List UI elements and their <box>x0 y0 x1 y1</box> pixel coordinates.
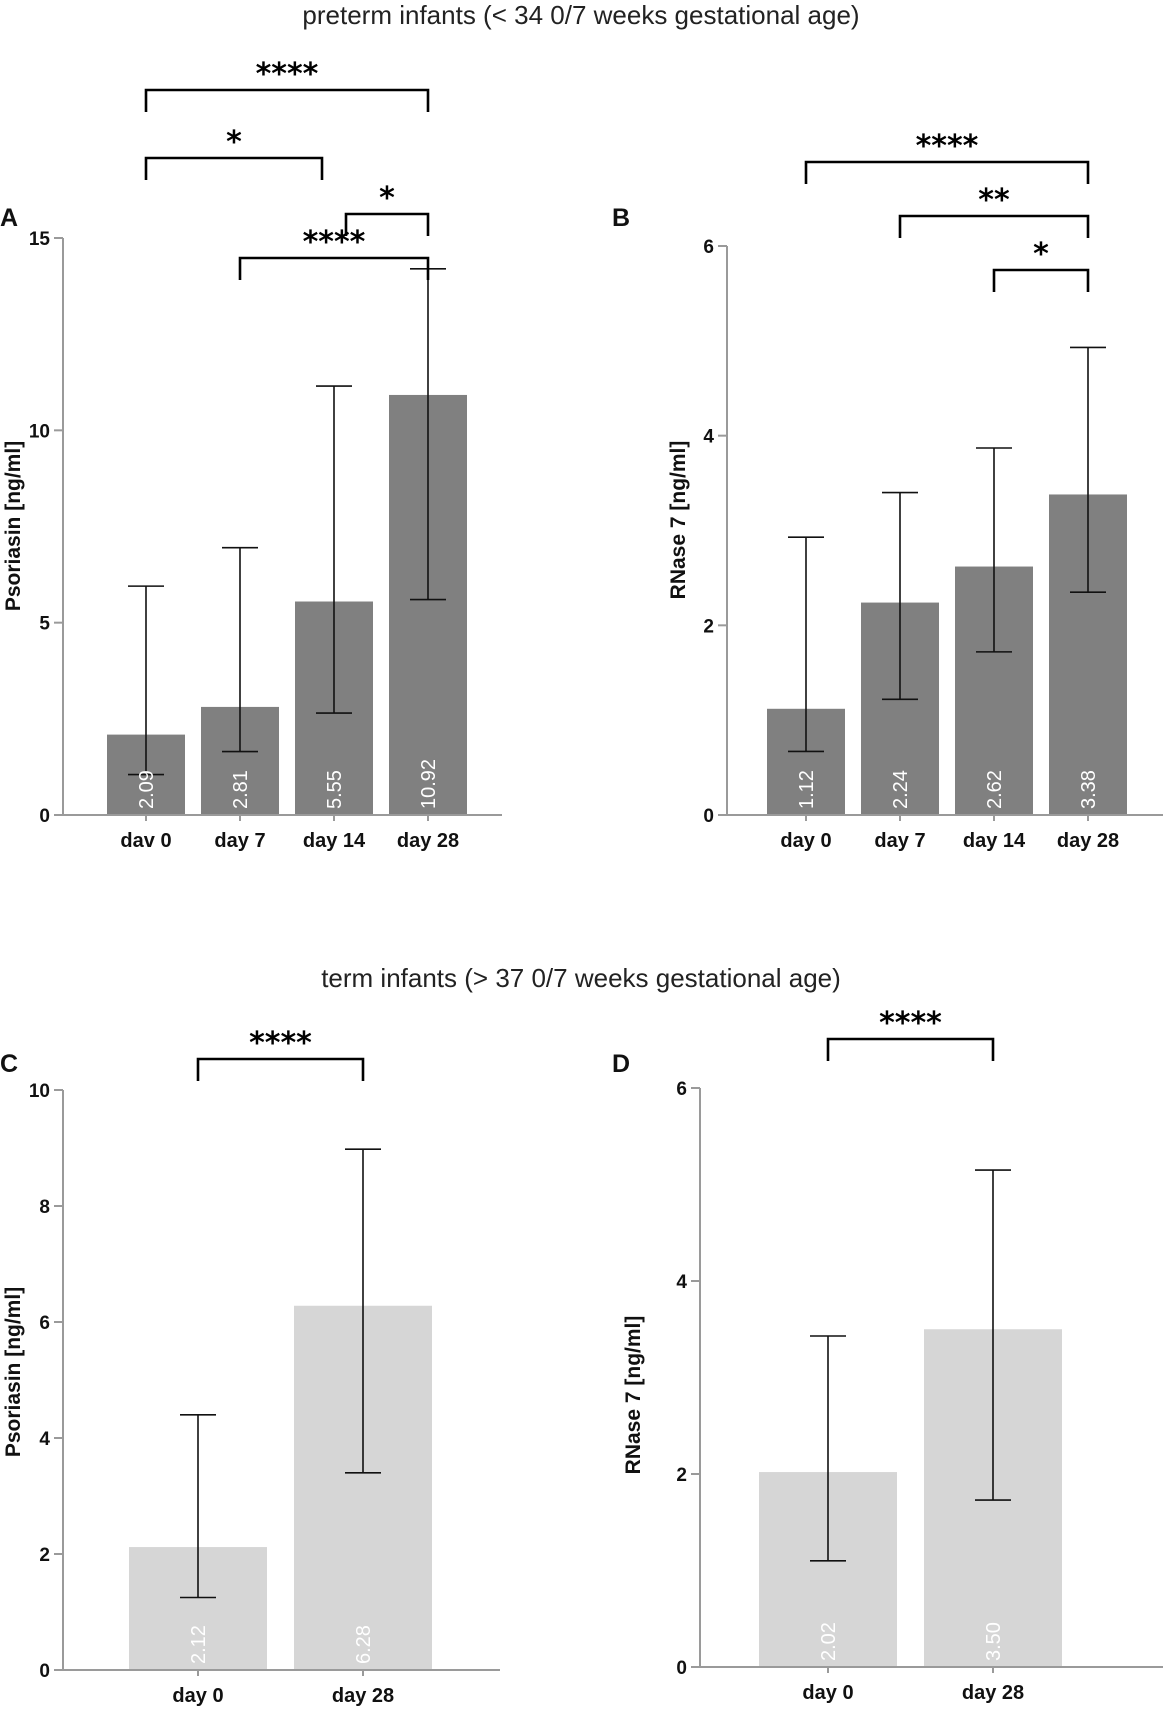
panel-c-chart: C Psoriasin [ng/ml] 0 2 4 6 8 10 day 0 day 28 2.12… <box>0 1026 500 1707</box>
panel-a-value-label-4: 10.92 <box>418 759 440 809</box>
panel-a-x-tick-label-1: dav 0 <box>120 830 171 852</box>
panel-d-y-tick-label-2: 2 <box>676 1465 687 1486</box>
panel-c-y-tick-label-10: 10 <box>29 1081 50 1102</box>
panel-d-x-tick-label-2: day 28 <box>962 1682 1024 1704</box>
panel-d-y-tick-label-0: 0 <box>676 1658 687 1679</box>
panel-b-significance-stars-3: * <box>1033 237 1049 272</box>
panel-b-significance-stars-2: ** <box>978 183 1010 218</box>
panel-a-significance-stars-1: **** <box>256 57 319 92</box>
panel-b-y-tick-label-6: 6 <box>703 237 714 258</box>
panel-a-significance-stars-5: * <box>279 0 295 8</box>
panel-c-y-tick-label-6: 6 <box>39 1313 50 1334</box>
panel-a-significance-bracket-4 <box>238 256 430 280</box>
panel-b-letter: B <box>612 204 630 232</box>
panel-a-value-label-3: 5.55 <box>324 770 346 809</box>
panel-c-y-tick-label-8: 8 <box>39 1197 50 1218</box>
panel-d-y-tick-label-4: 4 <box>676 1272 687 1293</box>
panel-b-significance-bracket-2 <box>898 214 1090 238</box>
panel-a-significance-bracket-3 <box>344 212 430 236</box>
panel-c-y-tick-label-0: 0 <box>39 1661 50 1682</box>
panel-d-significance-bracket-1 <box>826 1037 995 1061</box>
panel-a-significance-bracket-2 <box>144 156 324 180</box>
panel-c-y-tick-label-4: 4 <box>39 1429 50 1450</box>
panel-c-y-axis-label: Psoriasin [ng/ml] <box>2 1287 25 1457</box>
panel-a-value-label-2: 2.81 <box>230 770 252 809</box>
panel-a-significance-stars-4: **** <box>303 225 366 260</box>
panel-b-value-label-2: 2.24 <box>890 770 912 809</box>
panel-a-value-label-1: 2.09 <box>136 770 158 809</box>
panel-a-x-tick-label-4: day 28 <box>397 830 459 852</box>
panel-b-value-label-4: 3.38 <box>1078 770 1100 809</box>
panel-b-value-label-3: 2.62 <box>984 770 1006 809</box>
panel-c-significance-stars-1: **** <box>249 1026 312 1061</box>
panel-a-x-tick-label-3: day 14 <box>303 830 366 852</box>
panel-b-x-tick-label-2: day 7 <box>874 830 925 852</box>
panel-a-y-tick-label-5: 5 <box>39 614 50 635</box>
panel-d-chart: D RNase 7 [ng/ml] 0 2 4 6 day 0 day 28 2.02 3.50 *… <box>612 1006 1163 1704</box>
panel-b-y-tick-label-0: 0 <box>703 806 714 827</box>
panel-d-letter: D <box>612 1050 630 1078</box>
panel-b-x-tick-label-4: day 28 <box>1057 830 1119 852</box>
panel-c-value-label-1: 2.12 <box>188 1625 210 1664</box>
panel-d-x-tick-label-1: day 0 <box>802 1682 853 1704</box>
panel-b-y-axis-label: RNase 7 [ng/ml] <box>667 441 690 600</box>
panel-c-significance-bracket-1 <box>196 1057 365 1081</box>
panel-c-value-label-2: 6.28 <box>353 1625 375 1664</box>
panel-c-letter: C <box>0 1050 18 1078</box>
panel-b-x-tick-label-1: day 0 <box>780 830 831 852</box>
panel-a-y-tick-label-15: 15 <box>29 229 51 250</box>
panel-a-x-tick-label-2: day 7 <box>214 830 265 852</box>
panel-d-value-label-2: 3.50 <box>983 1622 1005 1661</box>
panel-a-y-tick-label-0: 0 <box>39 806 50 827</box>
preterm-section-title: preterm infants (< 34 0/7 weeks gestatio… <box>302 0 859 30</box>
panel-d-value-label-1: 2.02 <box>818 1622 840 1661</box>
panel-d-y-axis-label: RNase 7 [ng/ml] <box>622 1316 645 1475</box>
panel-b-significance-bracket-1 <box>804 160 1090 184</box>
panel-b-significance-stars-1: **** <box>916 129 979 164</box>
panel-c-y-tick-label-2: 2 <box>39 1545 50 1566</box>
panel-a-y-axis-label: Psoriasin [ng/ml] <box>2 441 25 611</box>
panel-a-significance-stars-2: * <box>226 125 242 160</box>
panel-a-significance-stars-3: * <box>379 181 395 216</box>
panel-d-y-tick-label-6: 6 <box>676 1079 687 1100</box>
term-section-title: term infants (> 37 0/7 weeks gestational… <box>321 963 841 993</box>
panel-b-x-tick-label-3: day 14 <box>963 830 1026 852</box>
panel-c-x-tick-label-1: day 0 <box>172 1685 223 1707</box>
panel-b-y-tick-label-2: 2 <box>703 616 714 637</box>
panel-b-chart: B RNase 7 [ng/ml] 0 2 4 6 day 0 day 7 day 14 day … <box>612 129 1163 852</box>
panel-d-significance-stars-1: **** <box>879 1006 942 1041</box>
panel-b-significance-bracket-3 <box>992 268 1090 292</box>
panel-b-value-label-1: 1.12 <box>796 770 818 809</box>
panel-b-y-tick-label-4: 4 <box>703 427 714 448</box>
panel-a-significance-bracket-1 <box>144 88 430 112</box>
panel-a-y-tick-label-10: 10 <box>29 421 50 442</box>
panel-a-letter: A <box>0 204 18 232</box>
panel-a-chart: A Psoriasin [ng/ml] 0 5 10 15 dav 0 day 7 day 14… <box>0 0 502 852</box>
panel-c-x-tick-label-2: day 28 <box>332 1685 394 1707</box>
